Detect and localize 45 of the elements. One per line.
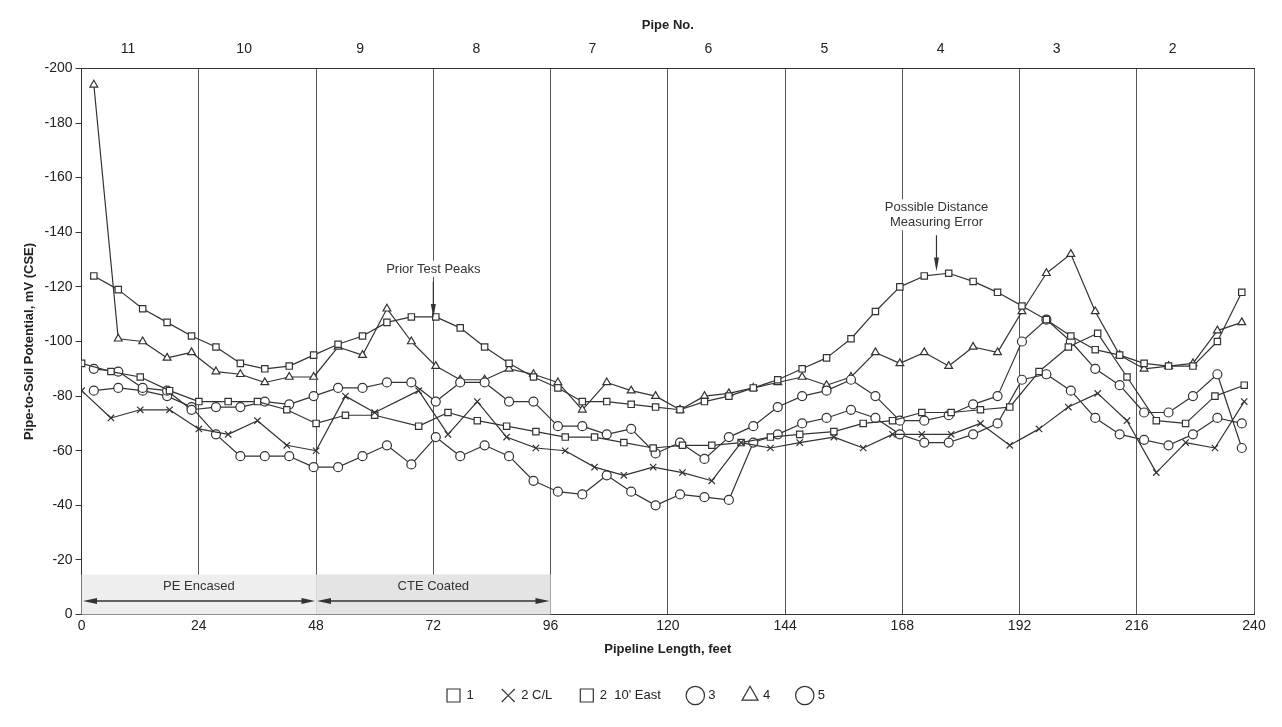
y-axis-title: Pipe-to-Soil Potential, mV (CSE) <box>21 242 37 441</box>
x-tick-label: 24 <box>191 616 207 633</box>
x-tick-label: 96 <box>542 616 559 633</box>
annotation: Prior Test Peaks <box>386 260 482 276</box>
x-axis-title: Pipeline Length, feet <box>604 640 733 656</box>
y-tick-label: -20 <box>52 550 73 567</box>
y-tick-label: -40 <box>52 496 73 513</box>
annotation: Possible Distance Measuring Error <box>884 199 989 230</box>
y-tick-label: -100 <box>44 332 73 349</box>
x2-tick-label: 8 <box>472 39 481 56</box>
x2-tick-label: 9 <box>356 39 365 56</box>
y-tick-label: 0 <box>64 605 73 622</box>
x2-axis-title: Pipe No. <box>641 17 694 33</box>
legend-label: 4 <box>763 687 771 703</box>
x2-tick-label: 3 <box>1052 39 1061 56</box>
y-tick-label: -80 <box>52 386 73 403</box>
x-tick-label: 168 <box>890 616 915 633</box>
x-tick-label: 144 <box>773 616 797 633</box>
legend-label: 2 C/L <box>521 687 553 703</box>
x2-tick-label: 2 <box>1168 39 1177 56</box>
x2-tick-label: 5 <box>820 39 829 56</box>
y-tick-label: -180 <box>44 113 73 130</box>
x2-tick-label: 6 <box>704 39 713 56</box>
y-tick-label: -60 <box>52 441 73 458</box>
legend-label: 3 <box>708 687 716 703</box>
legend-label: 5 <box>817 687 826 703</box>
x-tick-label: 240 <box>1242 616 1266 633</box>
legend-label: 2 10' East <box>599 687 662 703</box>
x-tick-label: 0 <box>77 616 86 633</box>
band-label: CTE Coated <box>397 577 470 593</box>
x2-tick-label: 7 <box>588 39 597 56</box>
x-tick-label: 48 <box>308 616 325 633</box>
x2-tick-label: 11 <box>120 39 136 56</box>
band-label: PE Encased <box>163 577 235 593</box>
x-tick-label: 120 <box>656 616 680 633</box>
y-tick-label: -120 <box>44 277 73 294</box>
legend-label: 1 <box>466 687 474 703</box>
x2-tick-label: 4 <box>936 39 945 56</box>
y-tick-label: -140 <box>44 223 73 240</box>
y-tick-label: -200 <box>44 59 73 76</box>
x2-tick-label: 10 <box>236 39 253 56</box>
x-tick-label: 216 <box>1125 616 1149 633</box>
x-tick-label: 192 <box>1007 616 1032 633</box>
y-tick-label: -160 <box>44 168 73 185</box>
x-tick-label: 72 <box>425 616 442 633</box>
